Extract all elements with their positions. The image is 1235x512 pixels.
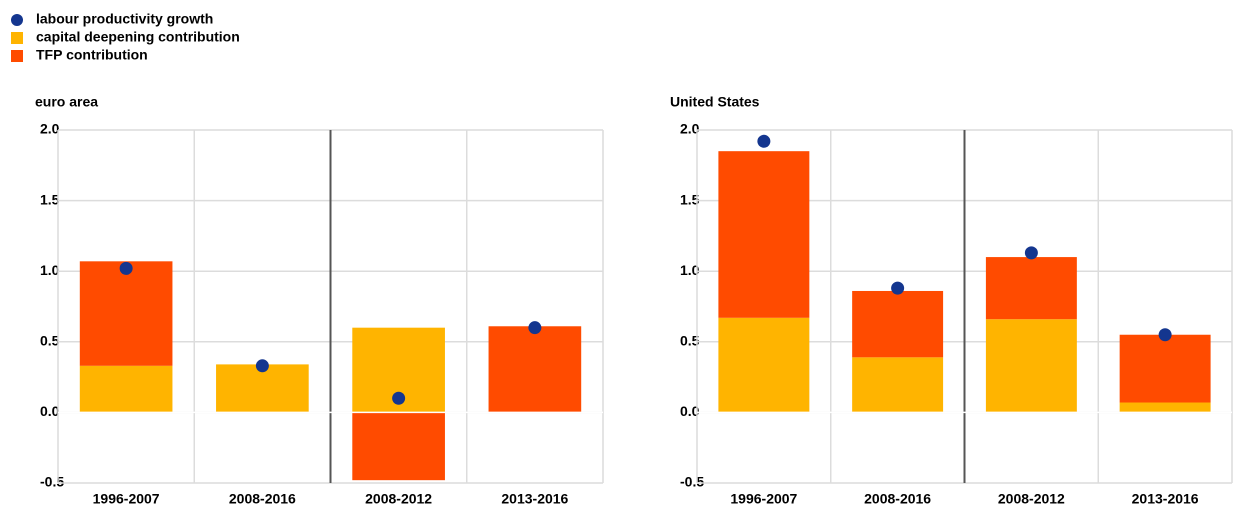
y-tick-label: 0.0 [40, 403, 60, 419]
bar [488, 326, 582, 413]
y-tick-label: 0.5 [680, 333, 700, 349]
y-tick-label: 0.5 [40, 333, 60, 349]
dot [119, 261, 133, 275]
bar [1119, 402, 1211, 413]
dot [1024, 246, 1038, 260]
legend-swatch [11, 32, 23, 44]
y-tick-label: 1.5 [40, 191, 60, 207]
dot [255, 359, 269, 373]
chart-title: euro area [35, 94, 98, 110]
y-tick-label: 2.0 [680, 121, 700, 137]
dot [528, 321, 542, 335]
legend-dot [11, 14, 23, 26]
y-tick-label: 2.0 [40, 121, 60, 137]
x-tick-label: 2008-2016 [229, 491, 296, 507]
x-tick-label: 2013-2016 [1132, 491, 1199, 507]
bar [718, 317, 810, 413]
chart-title: United States [670, 94, 760, 110]
x-tick-label: 2008-2016 [864, 491, 931, 507]
bar [1119, 334, 1211, 403]
y-tick-label: 0.0 [680, 403, 700, 419]
legend-swatch [11, 50, 23, 62]
bar [79, 365, 173, 413]
bar [79, 261, 173, 366]
y-tick-label: 1.0 [40, 262, 60, 278]
x-tick-label: 2008-2012 [365, 491, 432, 507]
bar [216, 364, 309, 413]
bar [985, 319, 1077, 413]
legend-label: labour productivity growth [36, 11, 213, 27]
legend-label: TFP contribution [36, 47, 148, 63]
y-tick-label: -0.5 [680, 474, 704, 490]
bar [718, 151, 810, 318]
dot [392, 391, 406, 405]
x-tick-label: 1996-2007 [93, 491, 160, 507]
dot [891, 281, 905, 295]
dot [1158, 328, 1172, 342]
x-tick-label: 1996-2007 [730, 491, 797, 507]
bar [352, 412, 445, 481]
bar [985, 257, 1077, 320]
y-tick-label: 1.0 [680, 262, 700, 278]
x-tick-label: 2013-2016 [501, 491, 568, 507]
x-tick-label: 2008-2012 [998, 491, 1065, 507]
legend-label: capital deepening contribution [36, 29, 240, 45]
y-tick-label: 1.5 [680, 191, 700, 207]
bar [852, 290, 944, 358]
y-tick-label: -0.5 [40, 474, 64, 490]
dot [757, 134, 771, 148]
bar [852, 357, 944, 413]
